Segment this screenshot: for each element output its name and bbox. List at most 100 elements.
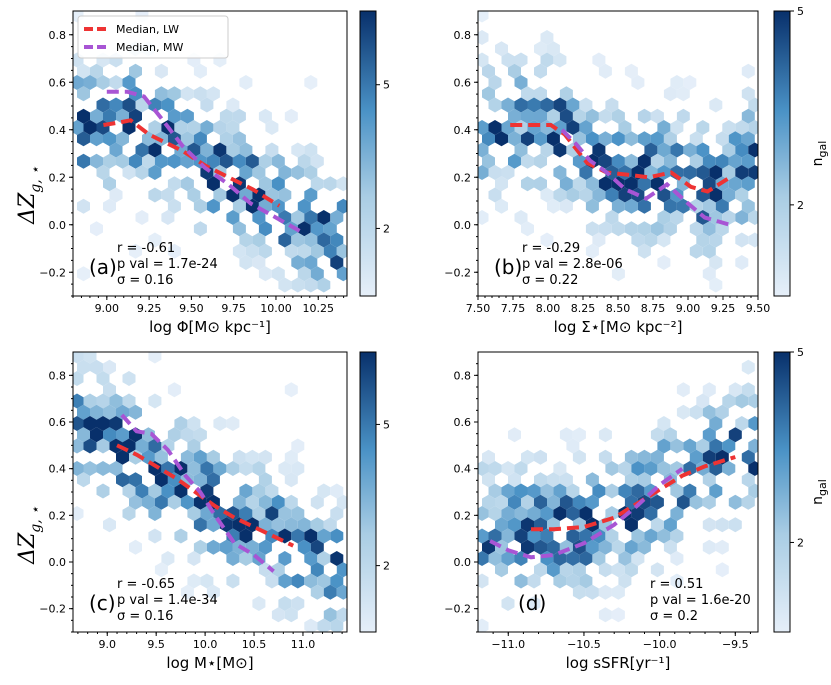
hex-cell <box>154 562 168 578</box>
hex-cell <box>644 506 658 521</box>
hex-cell <box>527 596 541 611</box>
hex-cell <box>77 427 90 443</box>
median-lw-line <box>510 123 732 194</box>
hex-cell <box>478 461 489 476</box>
hex-cell <box>304 618 318 632</box>
hex-cell <box>521 517 534 533</box>
hex-cell <box>330 210 344 225</box>
hex-cell <box>103 404 116 420</box>
hex-cell <box>330 528 344 544</box>
hex-cell <box>310 517 324 533</box>
hex-cell <box>605 210 619 225</box>
hex-cell <box>631 528 645 544</box>
hex-cell <box>187 461 201 476</box>
hex-cell <box>709 483 723 499</box>
hex-cell <box>219 108 233 124</box>
hex-cell <box>161 551 175 566</box>
hex-cell <box>109 142 123 158</box>
median-lw-line <box>116 443 295 548</box>
hex-cell <box>109 97 123 113</box>
hex-cell <box>741 198 755 214</box>
hex-cell <box>226 461 240 476</box>
hex-cell <box>650 131 664 147</box>
colorbar-tick-label: 2 <box>383 222 390 235</box>
hex-cell <box>258 539 272 555</box>
hex-cell <box>193 472 207 488</box>
y-tick-label: 0.8 <box>49 29 67 42</box>
hex-cell <box>206 86 220 102</box>
hex-cell <box>702 382 716 398</box>
hex-cell <box>478 52 489 68</box>
hex-cell <box>226 551 240 566</box>
hex-cell <box>142 153 155 169</box>
colorbar <box>359 351 377 633</box>
hex-cell <box>148 142 162 158</box>
hex-cell <box>291 255 305 270</box>
hex-cell <box>670 573 684 589</box>
hex-cell <box>103 517 116 533</box>
hex-cell <box>213 120 227 135</box>
hex-cell <box>514 528 528 544</box>
hex-cell <box>317 483 331 499</box>
y-tick-label: 0.0 <box>454 219 472 232</box>
hex-cell <box>478 120 489 135</box>
hex-cell <box>278 461 292 476</box>
hex-cell <box>148 187 162 203</box>
x-tick-label: 10.00 <box>260 302 292 315</box>
x-tick-label: 9.75 <box>221 302 246 315</box>
hex-cell <box>559 472 573 488</box>
hex-cell <box>696 393 710 409</box>
hex-cell <box>83 120 97 135</box>
hex-cell <box>226 120 240 135</box>
hex-cell <box>605 528 619 544</box>
hex-cell <box>644 461 658 476</box>
hex-cell <box>534 131 547 147</box>
hex-cell <box>670 210 684 225</box>
hex-cell <box>278 187 292 203</box>
hex-cell <box>748 97 758 113</box>
stats-text: σ = 0.22 <box>522 273 578 288</box>
hex-cell <box>291 165 305 180</box>
y-tick-label: 0.8 <box>49 369 67 382</box>
hex-cell <box>553 461 567 476</box>
colorbar <box>359 10 377 297</box>
hex-cell <box>271 176 285 192</box>
hex-cell <box>317 277 331 293</box>
hex-cell <box>637 494 651 510</box>
hex-cell <box>193 131 207 147</box>
hex-cell <box>508 494 521 510</box>
hex-cell <box>683 75 697 90</box>
hex-cell <box>77 63 90 79</box>
hex-cell <box>213 187 227 203</box>
hex-cell <box>501 506 515 521</box>
hex-cell <box>741 86 755 102</box>
svg-text:ΔZg, ⋆: ΔZg, ⋆ <box>15 166 44 225</box>
hex-cell <box>297 539 311 555</box>
hex-cell <box>748 438 758 454</box>
hex-cell <box>702 449 716 465</box>
colorbar <box>773 10 791 297</box>
hex-cell <box>495 517 508 533</box>
hex-cell <box>135 165 149 180</box>
colorbar-tick-label: 5 <box>383 418 390 431</box>
legend: Median, LW Median, MW <box>77 15 229 59</box>
hex-cell <box>553 97 567 113</box>
hex-cell <box>631 232 645 248</box>
hex-cell <box>683 165 697 180</box>
hex-cell <box>103 382 116 398</box>
hex-cell <box>521 108 534 124</box>
hex-cell <box>193 539 207 555</box>
hex-cell <box>252 483 266 499</box>
hex-cell <box>605 97 619 113</box>
hex-cell <box>239 75 253 90</box>
hex-cell <box>559 427 573 443</box>
hex-cell <box>478 528 489 544</box>
hex-cell <box>154 86 168 102</box>
hex-cell <box>161 438 175 454</box>
hex-cell <box>534 472 547 488</box>
hex-cell <box>547 494 560 510</box>
hex-cell <box>129 153 142 169</box>
hex-cell <box>676 86 690 102</box>
hex-cell <box>637 472 651 488</box>
hex-cell <box>154 494 168 510</box>
